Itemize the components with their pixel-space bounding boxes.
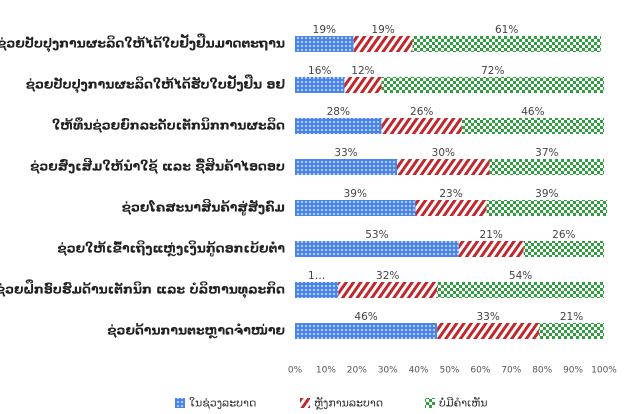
- x-tick-label: 30%: [378, 366, 398, 376]
- legend-swatch: [300, 398, 310, 408]
- value-label: 21%: [480, 229, 503, 241]
- value-label: 46%: [354, 311, 377, 323]
- bar-segment: [396, 159, 490, 175]
- value-label: 26%: [410, 106, 433, 118]
- x-tick-label: 40%: [409, 366, 429, 376]
- bar-segment: [295, 200, 416, 216]
- bar-segment: [344, 77, 382, 93]
- x-tick-label: 60%: [470, 366, 490, 376]
- value-label: 37%: [535, 147, 558, 159]
- category-label: ຊ່ວຍໃຫ້ເຂົ້າເຖິງແຫຼ່ງເງິນກູ້ດອກເບ້ຍຕ່ຳ: [57, 241, 285, 257]
- category-label: ໃຫ້ທຶນຊ່ວຍຍົກລະດັບເຕັກນິກການຜະລິດ: [52, 117, 285, 133]
- legend-label: ຫຼັງການລະບາດ: [314, 396, 383, 409]
- value-label: 39%: [535, 188, 558, 200]
- bar-segment: [295, 159, 397, 175]
- category-label: ຊ່ວຍຝຶກອົບຮົມດ້ານເຕັກນິກ ແລະ ບໍລິຫານທຸລະ…: [0, 280, 285, 299]
- bar-segment: [295, 282, 339, 298]
- value-label: 30%: [432, 147, 455, 159]
- x-tick-label: 50%: [439, 366, 459, 376]
- x-tick-label: 80%: [532, 366, 552, 376]
- bar-segment: [295, 36, 354, 52]
- x-tick-label: 100%: [591, 366, 617, 376]
- legend-swatch: [175, 398, 185, 408]
- bar-segment: [486, 200, 608, 216]
- value-label: 33%: [334, 147, 357, 159]
- bar-segment: [458, 241, 524, 257]
- x-tick-label: 90%: [563, 366, 583, 376]
- category-label: ຊ່ວຍປັບປຸງການຜະລິດໃຫ້ໄດ້ໃບຢັ້ງຢືນມາດຕະຖາ…: [0, 34, 285, 53]
- value-label: 54%: [509, 270, 532, 282]
- x-tick-label: 10%: [316, 366, 336, 376]
- bar-segment: [381, 118, 462, 134]
- bar-segment: [338, 282, 438, 298]
- x-tick-label: 20%: [347, 366, 367, 376]
- value-label: 19%: [371, 24, 394, 36]
- value-label: 26%: [552, 229, 575, 241]
- legend-label: ບໍ່ມີຄຳເຫັນ: [439, 396, 487, 409]
- value-label: 33%: [476, 311, 499, 323]
- bar-segment: [295, 323, 438, 339]
- value-label: 28%: [327, 106, 350, 118]
- value-label: 53%: [365, 229, 388, 241]
- value-label: 19%: [313, 24, 336, 36]
- bar-segment: [437, 323, 540, 339]
- bar-segment: [489, 159, 604, 175]
- value-label: 39%: [344, 188, 367, 200]
- bar-segment: [295, 118, 382, 134]
- bar-segment: [461, 118, 604, 134]
- value-label: 21%: [560, 311, 583, 323]
- category-label: ຊ່ວຍໂຄສະນາສິນຄ້າສູ່ສັງຄົມ: [122, 199, 285, 215]
- bar-segment: [523, 241, 604, 257]
- legend-label: ໃນຊ່ວງລະບາດ: [189, 397, 256, 410]
- value-label: 32%: [376, 270, 399, 282]
- x-tick-label: 0%: [288, 366, 303, 376]
- bar-segment: [437, 282, 604, 298]
- value-label: 46%: [521, 106, 544, 118]
- value-label: 1…: [308, 270, 325, 282]
- value-label: 61%: [495, 24, 518, 36]
- value-label: 12%: [351, 65, 374, 77]
- bar-segment: [353, 36, 413, 52]
- bar-segment: [295, 241, 459, 257]
- value-label: 72%: [481, 65, 504, 77]
- bar-segment: [412, 36, 601, 52]
- bar-segment: [539, 323, 604, 339]
- category-label: ຊ່ວຍສົ່ງເສີມໃຫ້ນຳໃຊ້ ແລະ ຊື້ສິນຄ້າໄອດອບ: [30, 158, 285, 174]
- legend-swatch: [425, 398, 435, 408]
- x-tick-label: 70%: [501, 366, 521, 376]
- bar-segment: [381, 77, 604, 93]
- category-label: ຊ່ວຍປັບປຸງການຜະລິດໃຫ້ໄດ້ຮັບໃບຢັ້ງຢືນ ອຢ: [26, 75, 285, 94]
- value-label: 16%: [308, 65, 331, 77]
- value-label: 23%: [439, 188, 462, 200]
- bar-segment: [295, 77, 345, 93]
- category-label: ຊ່ວຍດ້ານການຕະຫຼາດຈຳໜ່າຍ: [107, 323, 285, 339]
- bar-segment: [415, 200, 487, 216]
